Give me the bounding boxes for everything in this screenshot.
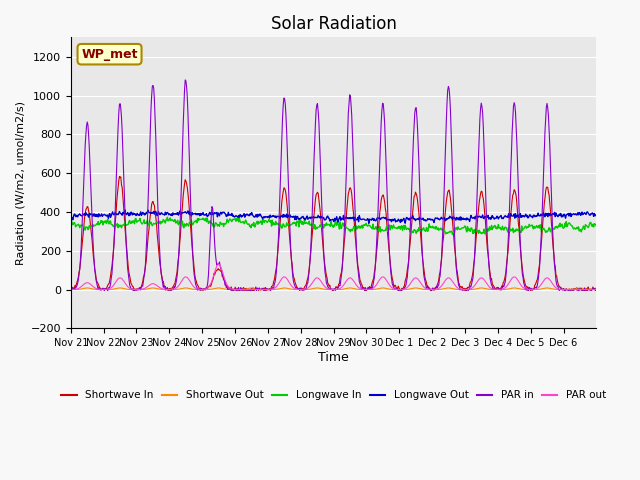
Y-axis label: Radiation (W/m2, umol/m2/s): Radiation (W/m2, umol/m2/s) — [15, 101, 25, 265]
Title: Solar Radiation: Solar Radiation — [271, 15, 397, 33]
Text: WP_met: WP_met — [81, 48, 138, 60]
X-axis label: Time: Time — [318, 351, 349, 364]
Legend: Shortwave In, Shortwave Out, Longwave In, Longwave Out, PAR in, PAR out: Shortwave In, Shortwave Out, Longwave In… — [57, 386, 610, 405]
